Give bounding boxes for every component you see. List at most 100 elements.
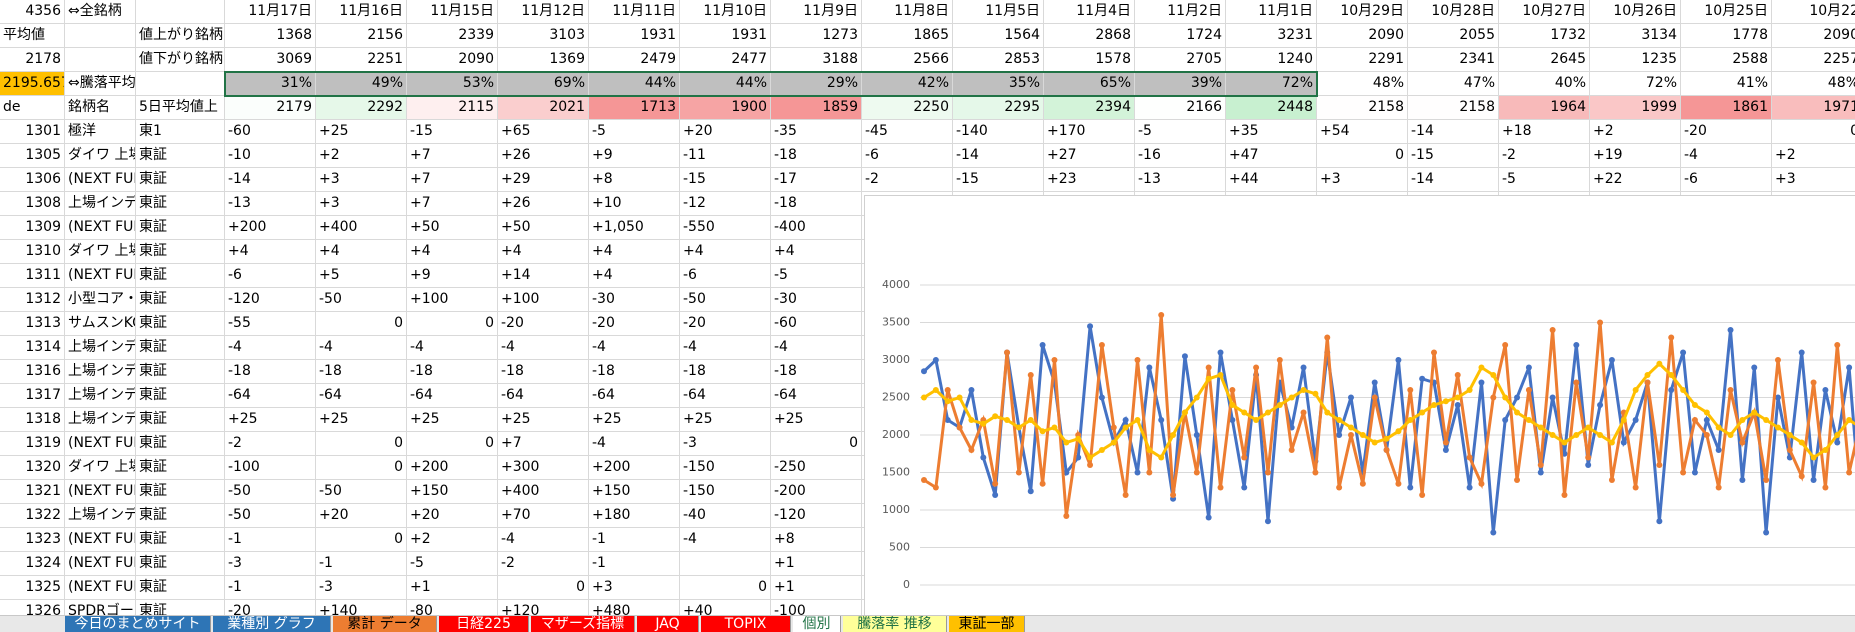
data-point bbox=[1371, 394, 1378, 401]
data-point bbox=[1466, 387, 1473, 393]
data-point bbox=[1359, 480, 1366, 487]
data-point bbox=[944, 398, 951, 405]
cell: 東証 bbox=[136, 144, 225, 168]
data-point bbox=[1039, 480, 1046, 487]
sheet-tab[interactable]: 騰落率 推移 bbox=[843, 616, 947, 632]
data-point bbox=[1098, 394, 1105, 401]
cell: 2158 bbox=[1317, 96, 1408, 120]
data-point bbox=[1110, 439, 1117, 446]
cell: +50 bbox=[498, 216, 589, 240]
cell: 44% bbox=[680, 72, 771, 96]
data-point bbox=[992, 480, 999, 487]
data-point bbox=[1846, 364, 1853, 371]
data-point bbox=[1312, 469, 1319, 476]
empty-cell bbox=[136, 0, 225, 24]
cell: +4 bbox=[407, 240, 498, 264]
data-point bbox=[1241, 484, 1248, 491]
cell: 3188 bbox=[771, 48, 862, 72]
cell: 2448 bbox=[1226, 96, 1317, 120]
cell: +3 bbox=[589, 576, 680, 600]
data-point bbox=[1739, 439, 1746, 446]
cell: 東証 bbox=[136, 432, 225, 456]
sheet-tab[interactable]: 今日のまとめサイト bbox=[65, 616, 211, 632]
chart: 0 500 1000 1500 2000 2500 3000 3500 4000 bbox=[882, 278, 1855, 591]
data-point bbox=[1087, 323, 1094, 330]
data-point bbox=[1668, 387, 1675, 393]
cell: -100 bbox=[225, 456, 316, 480]
cell: 11月10日 bbox=[680, 0, 771, 24]
data-point bbox=[1656, 462, 1663, 468]
cell: +2 bbox=[1772, 144, 1855, 168]
data-point bbox=[1644, 379, 1651, 386]
data-point bbox=[1336, 417, 1343, 423]
data-point bbox=[1478, 364, 1485, 371]
cell: -50 bbox=[316, 288, 407, 312]
cell: -2 bbox=[862, 168, 953, 192]
sheet-tab[interactable]: 業種別 グラフ bbox=[213, 616, 331, 632]
cell: +20 bbox=[316, 504, 407, 528]
sheet-tab[interactable]: 東証一部 bbox=[949, 616, 1025, 632]
data-point bbox=[1691, 469, 1698, 476]
cell: 1314 bbox=[0, 336, 65, 360]
empty-cell bbox=[65, 48, 136, 72]
data-point bbox=[980, 454, 987, 461]
data-point bbox=[1514, 394, 1521, 401]
cell: SPDRゴールド bbox=[65, 600, 136, 615]
cell: 1323 bbox=[0, 528, 65, 552]
data-point bbox=[1253, 364, 1260, 371]
sheet-tab[interactable]: 日経225 bbox=[439, 616, 529, 632]
data-point bbox=[1514, 477, 1521, 483]
cell: -20 bbox=[589, 312, 680, 336]
data-point bbox=[1193, 394, 1200, 401]
data-point bbox=[1442, 439, 1449, 446]
cell: 0 bbox=[407, 312, 498, 336]
cell: +120 bbox=[498, 600, 589, 615]
data-point bbox=[1502, 394, 1509, 401]
cell: 1578 bbox=[1044, 48, 1135, 72]
cell: 3231 bbox=[1226, 24, 1317, 48]
data-point bbox=[1264, 518, 1271, 525]
sheet-tab[interactable]: 累計 データ bbox=[333, 616, 437, 632]
data-point bbox=[1727, 432, 1734, 438]
cell: 1713 bbox=[589, 96, 680, 120]
cell: -64 bbox=[316, 384, 407, 408]
sheet-tab[interactable]: マザーズ指標 bbox=[531, 616, 635, 632]
cell: 0 bbox=[1317, 144, 1408, 168]
data-point bbox=[1632, 417, 1639, 423]
y-tick-label: 1500 bbox=[882, 466, 910, 479]
cell: -18 bbox=[498, 360, 589, 384]
cell: 2055 bbox=[1408, 24, 1499, 48]
data-point bbox=[1431, 402, 1438, 408]
cell: +19 bbox=[1590, 144, 1681, 168]
data-point bbox=[1525, 387, 1532, 393]
cell: -64 bbox=[498, 384, 589, 408]
cell: +1 bbox=[407, 576, 498, 600]
cell: サムスンKODEX bbox=[65, 312, 136, 336]
cell: -4 bbox=[589, 432, 680, 456]
cell: 東証 bbox=[136, 576, 225, 600]
cell: -6 bbox=[862, 144, 953, 168]
cell: -15 bbox=[407, 120, 498, 144]
chart-object[interactable]: 0 500 1000 1500 2000 2500 3000 3500 4000 bbox=[864, 195, 1855, 627]
cell: 48% bbox=[1772, 72, 1855, 96]
data-point bbox=[1193, 469, 1200, 476]
cell: 1931 bbox=[589, 24, 680, 48]
cell: 0 bbox=[680, 576, 771, 600]
cell: -4 bbox=[771, 336, 862, 360]
cell: 11月5日 bbox=[953, 0, 1044, 24]
data-point bbox=[1027, 488, 1034, 495]
cell: 1778 bbox=[1681, 24, 1772, 48]
cell: -6 bbox=[1681, 168, 1772, 192]
cell: 1319 bbox=[0, 432, 65, 456]
sheet-tab[interactable]: JAQ bbox=[637, 616, 699, 632]
data-point bbox=[1312, 390, 1319, 397]
cell: (NEXT FUNDS) bbox=[65, 216, 136, 240]
cell: +8 bbox=[589, 168, 680, 192]
cell: 0 bbox=[407, 432, 498, 456]
sheet-tab[interactable]: 個別 bbox=[793, 616, 841, 632]
cell: 2250 bbox=[862, 96, 953, 120]
sheet-tab[interactable]: TOPIX bbox=[701, 616, 791, 632]
cell: 35% bbox=[953, 72, 1044, 96]
cell: 1724 bbox=[1135, 24, 1226, 48]
cell: -15 bbox=[1408, 144, 1499, 168]
